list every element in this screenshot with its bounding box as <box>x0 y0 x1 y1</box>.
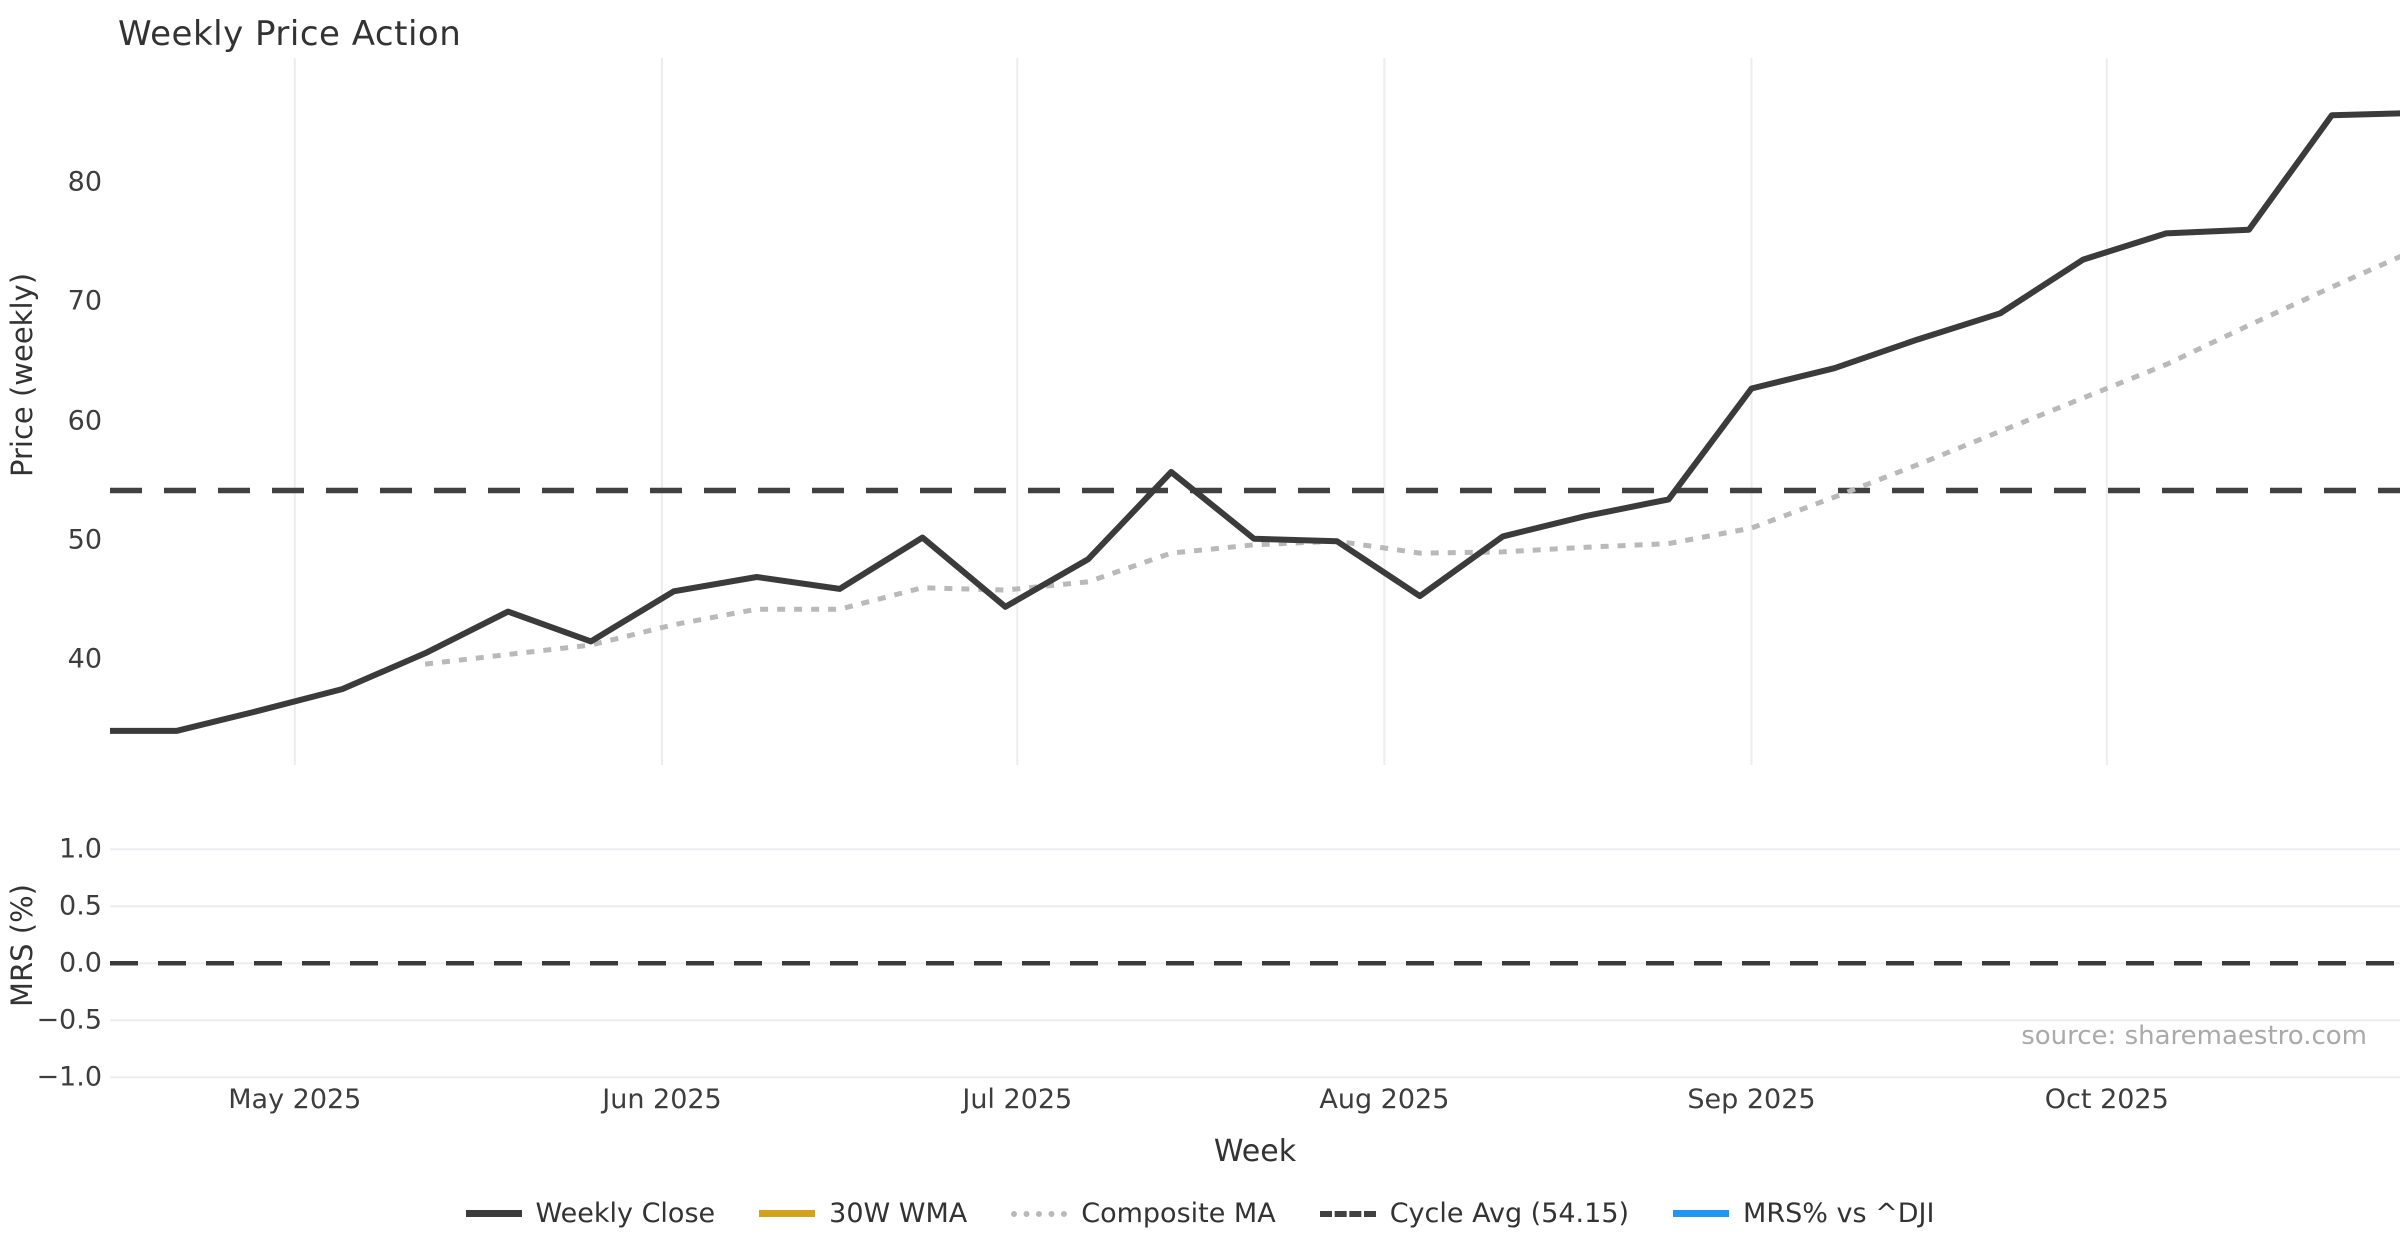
xtick-jul: Jul 2025 <box>962 1084 1073 1115</box>
legend-item-30w-wma: 30W WMA <box>759 1198 967 1229</box>
xtick-may: May 2025 <box>228 1084 362 1115</box>
mrs-ytick-0.5: 0.5 <box>59 890 102 922</box>
legend: Weekly Close 30W WMA Composite MA Cycle … <box>0 1198 2400 1229</box>
legend-label: Cycle Avg (54.15) <box>1389 1198 1630 1229</box>
price-ytick-50: 50 <box>67 524 102 556</box>
composite-ma-line <box>424 253 2400 667</box>
xtick-sep: Sep 2025 <box>1687 1084 1816 1115</box>
source-annotation: source: sharemaestro.com <box>2021 1021 2367 1051</box>
price-ytick-60: 60 <box>67 405 102 437</box>
mrs-ytick-−0.5: −0.5 <box>36 1004 102 1036</box>
legend-label: 30W WMA <box>829 1198 968 1229</box>
xtick-aug: Aug 2025 <box>1319 1084 1450 1115</box>
xtick-jun: Jun 2025 <box>602 1084 722 1115</box>
legend-label: Weekly Close <box>535 1198 716 1229</box>
legend-item-composite-ma: Composite MA <box>1011 1198 1276 1229</box>
chart-title: Weekly Price Action <box>118 14 462 54</box>
mrs-line-swatch <box>1673 1210 1730 1217</box>
price-ytick-40: 40 <box>67 643 102 675</box>
legend-label: Composite MA <box>1081 1198 1276 1229</box>
mrs-ytick-−1.0: −1.0 <box>36 1061 102 1093</box>
mrs-ytick-0.0: 0.0 <box>59 947 102 979</box>
weekly-close-line-swatch <box>465 1210 522 1217</box>
x-axis-label: Week <box>1213 1134 1297 1169</box>
price-ytick-80: 80 <box>67 166 102 198</box>
price-ytick-70: 70 <box>67 285 102 317</box>
wma-line-swatch <box>759 1210 816 1217</box>
legend-item-weekly-close: Weekly Close <box>465 1198 716 1229</box>
legend-label: MRS% vs ^DJI <box>1743 1198 1935 1229</box>
composite-ma-line-swatch <box>1011 1210 1068 1217</box>
cycle-avg-line-swatch <box>1319 1210 1376 1217</box>
weekly-close-line <box>110 110 2400 734</box>
mrs-ytick-1.0: 1.0 <box>59 833 102 865</box>
legend-item-mrs: MRS% vs ^DJI <box>1673 1198 1934 1229</box>
xtick-oct: Oct 2025 <box>2044 1084 2169 1115</box>
legend-item-cycle-avg: Cycle Avg (54.15) <box>1319 1198 1630 1229</box>
